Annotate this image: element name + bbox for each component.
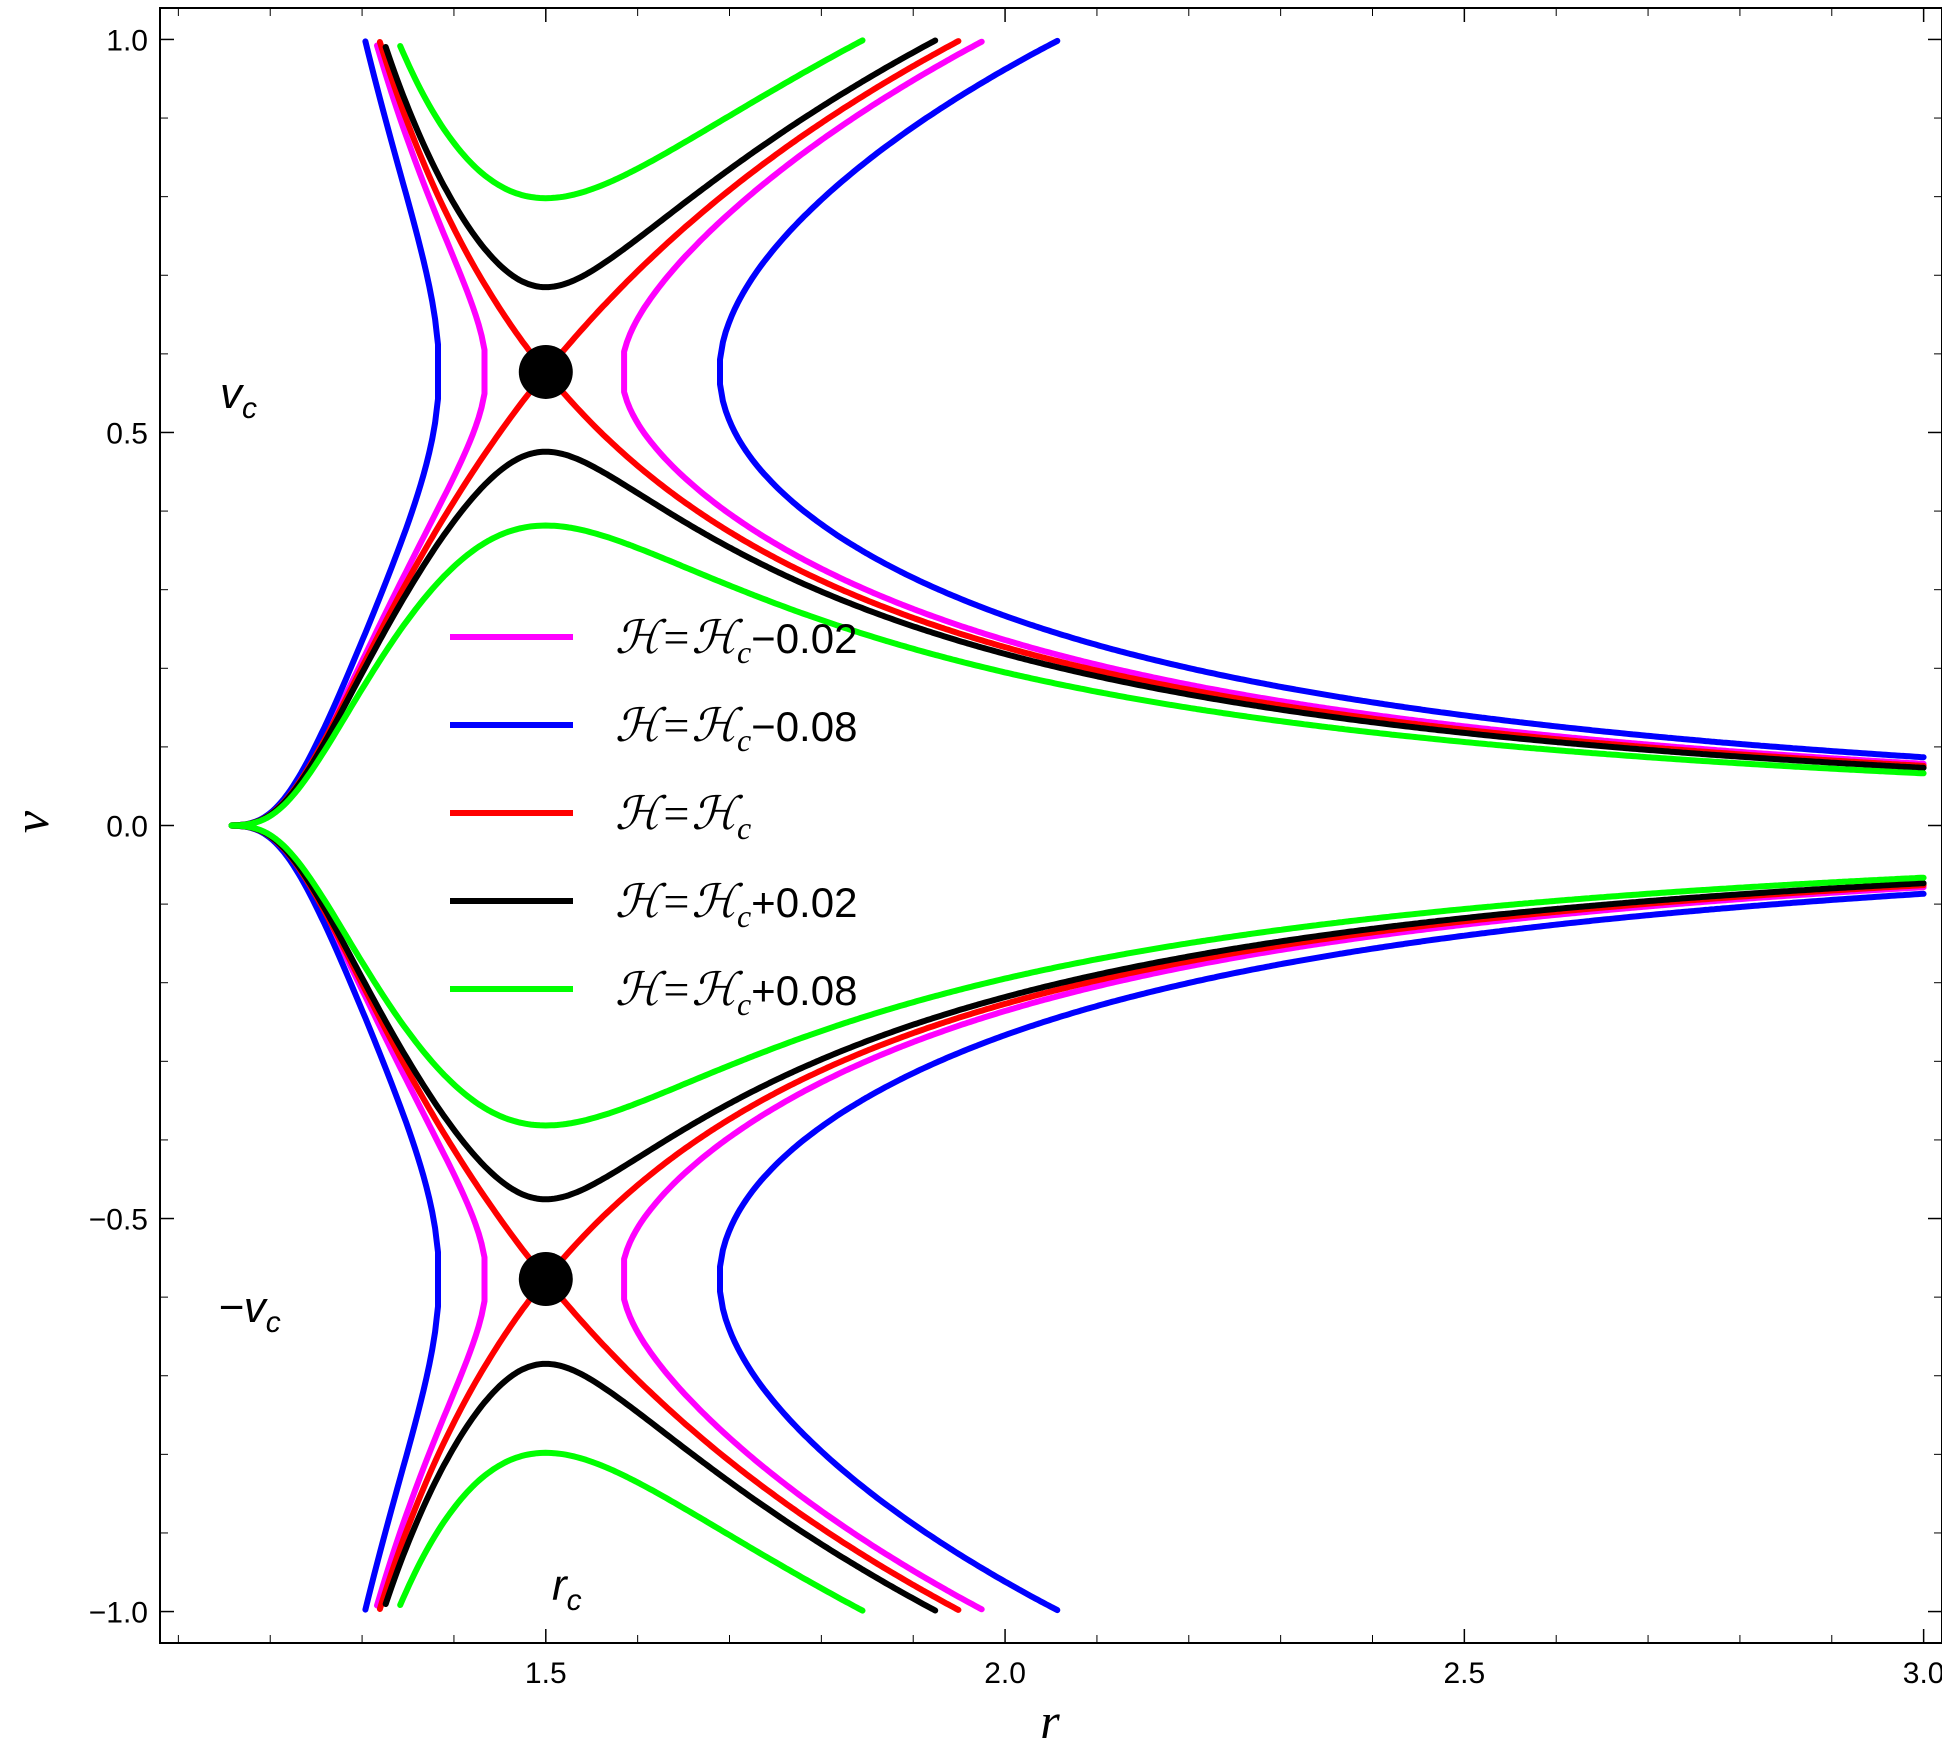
- curve-series-4-upper-subsonic: [228, 448, 1927, 829]
- curve-series-1-lower-left-loop: [228, 822, 488, 1609]
- curve-layer: [228, 37, 1927, 1614]
- critical-point-upper: [518, 344, 573, 399]
- curve-series-1-upper-left-loop: [228, 42, 488, 829]
- x-tick-label: 3.0: [1903, 1657, 1942, 1690]
- legend-entry-label: ℋ=ℋc−0.08: [615, 700, 857, 758]
- y-tick-label: 0.5: [106, 417, 148, 450]
- x-tick-label: 2.5: [1443, 1657, 1485, 1690]
- curve-series-4-upper-supersonic: [382, 37, 939, 291]
- curve-series-2-lower-left-loop: [228, 822, 441, 1613]
- curve-series-2-upper-right-loop: [717, 37, 1927, 761]
- y-tick-label: −0.5: [89, 1204, 148, 1237]
- curve-series-4-lower-subsonic: [228, 822, 1927, 1203]
- x-tick-label: 1.5: [525, 1657, 567, 1690]
- x-axis-label: r: [1040, 1693, 1060, 1749]
- axis-tick-labels: 1.5 2.0 2.5 3.0 −1.0 −0.5 0.0 0.5 1.0: [89, 24, 1942, 1690]
- legend-entry-label: ℋ=ℋc+0.02: [615, 876, 857, 934]
- y-axis-label: v: [3, 810, 59, 833]
- annotation-rc: rc: [552, 1561, 582, 1617]
- annotation-vc: vc: [220, 369, 257, 425]
- legend: ℋ=ℋc−0.02 ℋ=ℋc−0.08 ℋ=ℋc ℋ=ℋc+0.02 ℋ=ℋc+0.08: [450, 612, 857, 1022]
- x-tick-label: 2.0: [984, 1657, 1026, 1690]
- critical-points: [518, 344, 573, 1307]
- critical-point-lower: [518, 1252, 573, 1307]
- curve-series-2-lower-right-loop: [717, 890, 1927, 1614]
- plot-frame: [159, 7, 1942, 1644]
- y-tick-label: 0.0: [106, 811, 148, 844]
- curve-series-5-lower-subsonic: [228, 822, 1927, 1129]
- legend-entry-label: ℋ=ℋc+0.08: [615, 964, 857, 1022]
- curve-series-5-upper-supersonic: [397, 37, 866, 202]
- curve-series-2-upper-left-loop: [228, 38, 441, 829]
- legend-entry-label: ℋ=ℋc: [615, 788, 751, 846]
- legend-entry-label: ℋ=ℋc−0.02: [615, 612, 857, 670]
- curve-series-4-lower-supersonic: [382, 1360, 939, 1614]
- curve-series-5-upper-subsonic: [228, 522, 1927, 829]
- curve-series-5-lower-supersonic: [397, 1449, 866, 1614]
- annotation-neg-vc: −vc: [218, 1283, 281, 1339]
- axis-ticks: [160, 8, 1942, 1643]
- y-tick-label: 1.0: [106, 24, 148, 57]
- y-tick-label: −1.0: [89, 1597, 148, 1630]
